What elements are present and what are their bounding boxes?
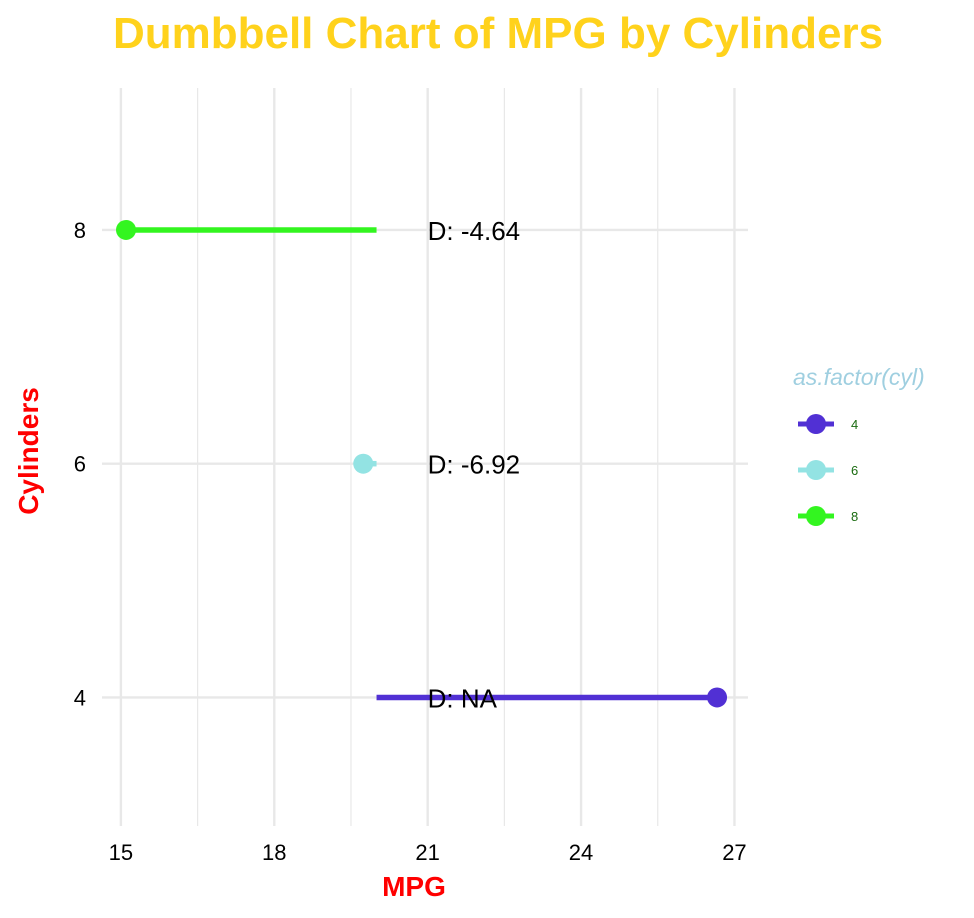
legend-key-point-6	[806, 460, 826, 480]
legend-title: as.factor(cyl)	[793, 364, 925, 390]
series-layer	[116, 219, 728, 708]
difference-label-4: D: NA	[428, 683, 498, 713]
dumbbell-point-4	[707, 687, 728, 708]
y-axis-title: Cylinders	[13, 387, 44, 515]
legend-label-6: 6	[851, 463, 858, 478]
x-tick-label: 21	[415, 840, 439, 865]
legend-items: 4 6 8	[798, 414, 858, 526]
x-tick-label: 24	[569, 840, 593, 865]
legend-key-point-4	[806, 414, 826, 434]
grid	[102, 88, 748, 826]
legend: as.factor(cyl) 4 6 8	[793, 364, 925, 526]
y-tick-label: 6	[74, 452, 86, 477]
y-tick-label: 4	[74, 685, 86, 710]
difference-label-6: D: -6.92	[428, 450, 521, 480]
difference-label-8: D: -4.64	[428, 216, 521, 246]
legend-label-4: 4	[851, 417, 858, 432]
x-axis-title: MPG	[382, 871, 446, 902]
chart-title: Dumbbell Chart of MPG by Cylinders	[113, 9, 883, 58]
dumbbell-point-6	[353, 453, 374, 474]
y-tick-label: 8	[74, 218, 86, 243]
legend-label-8: 8	[851, 509, 858, 524]
legend-key-point-8	[806, 506, 826, 526]
x-tick-label: 18	[262, 840, 286, 865]
dumbbell-point-8	[116, 219, 137, 240]
tick-labels: 15 18 21 24 27 4 6 8	[74, 218, 747, 865]
x-tick-label: 27	[722, 840, 746, 865]
x-tick-label: 15	[109, 840, 133, 865]
difference-labels: D: NA D: -6.92 D: -4.64	[428, 216, 521, 714]
